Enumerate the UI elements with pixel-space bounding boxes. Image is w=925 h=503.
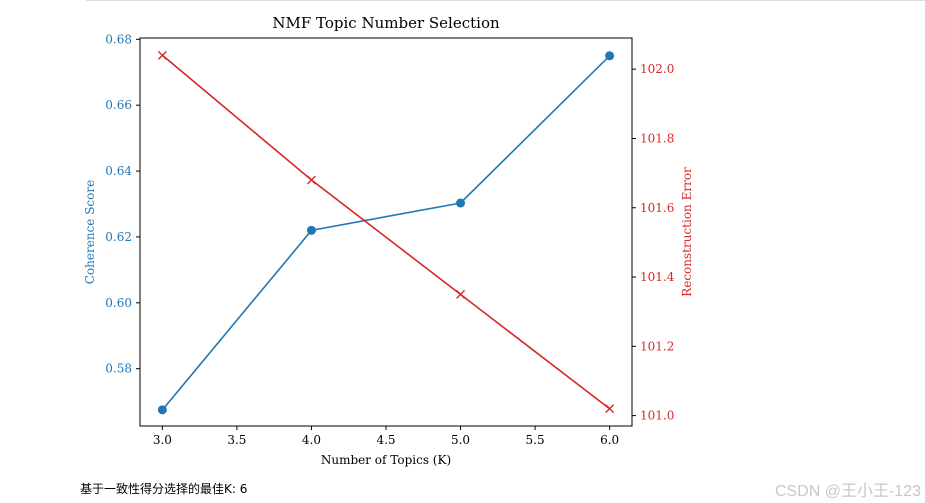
x-marker-stroke (157, 50, 167, 60)
watermark: CSDN @王小王-123 (774, 483, 921, 500)
left-y-tick-label: 0.58 (105, 362, 132, 376)
reconstruction-error-line (161, 54, 611, 410)
reconstruction-error-point (306, 175, 316, 185)
left-y-tick-label: 0.64 (105, 164, 132, 178)
left-y-axis: 0.58 0.60 0.62 0.64 0.66 0.68 (105, 32, 140, 376)
x-tick-label: 3.0 (153, 433, 172, 447)
chart: NMF Topic Number Selection 3.0 3.5 4.0 4.5 5… (83, 14, 694, 467)
right-y-axis-label: Reconstruction Error (680, 167, 694, 297)
reconstruction-error-point (605, 404, 615, 414)
left-y-tick-label: 0.62 (105, 230, 132, 244)
coherence-point (605, 51, 615, 61)
coherence-score-line (161, 55, 611, 411)
x-tick-label: 3.5 (227, 433, 246, 447)
top-divider (86, 0, 925, 1)
x-tick-label: 4.0 (302, 433, 321, 447)
right-y-axis: 101.0 101.2 101.4 101.6 101.8 102.0 (632, 62, 675, 423)
reconstruction-error-point (456, 289, 466, 299)
x-axis-label: Number of Topics (K) (321, 453, 451, 467)
left-y-axis-label: Coherence Score (83, 180, 97, 284)
plot-frame (139, 37, 633, 427)
x-tick-label: 5.5 (526, 433, 545, 447)
x-marker-stroke (306, 175, 316, 185)
reconstruction-error-point (157, 50, 167, 60)
left-y-tick-label: 0.66 (105, 98, 132, 112)
right-y-tick-label: 101.2 (640, 339, 674, 353)
left-y-tick-label: 0.68 (105, 32, 132, 46)
right-y-tick-label: 101.8 (640, 131, 674, 145)
right-y-tick-label: 101.4 (640, 270, 675, 284)
coherence-point (306, 225, 316, 235)
right-y-tick-label: 101.0 (640, 409, 674, 423)
series-layer (157, 50, 615, 415)
x-marker-stroke (605, 404, 615, 414)
right-y-tick-label: 101.6 (640, 201, 674, 215)
x-tick-label: 5.0 (451, 433, 470, 447)
chart-title: NMF Topic Number Selection (272, 14, 500, 32)
left-y-tick-label: 0.60 (105, 296, 132, 310)
x-marker-stroke (456, 289, 466, 299)
coherence-point (456, 198, 466, 208)
right-y-tick-label: 102.0 (640, 62, 674, 76)
x-axis: 3.0 3.5 4.0 4.5 5.0 5.5 6.0 (153, 426, 619, 447)
x-tick-label: 4.5 (376, 433, 395, 447)
coherence-point (157, 405, 167, 415)
best-k-note: 基于一致性得分选择的最佳K: 6 (80, 482, 248, 496)
x-tick-label: 6.0 (600, 433, 619, 447)
